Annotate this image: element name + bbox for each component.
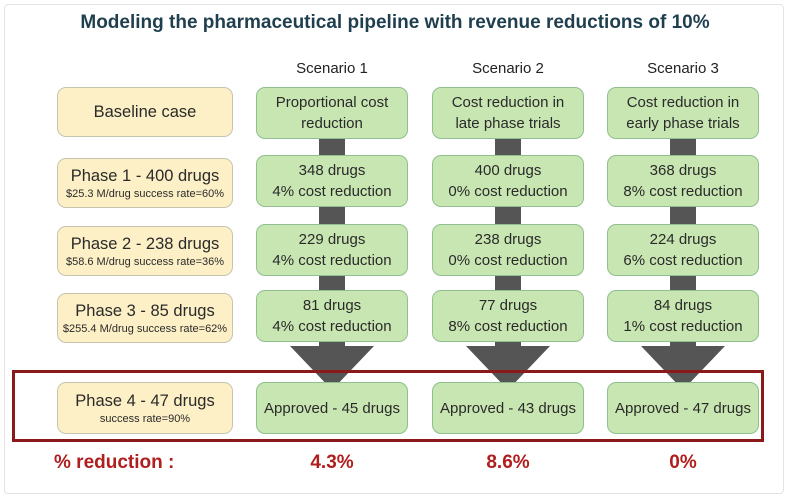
scenario-2-reduction-value: 8.6% — [486, 452, 530, 473]
baseline-phase-4-title: Phase 4 - 47 drugs — [75, 391, 215, 410]
scenario-2-approved-box: Approved - 43 drugs — [432, 382, 584, 434]
scenario-2-approved-label: Approved - 43 drugs — [440, 399, 576, 417]
scenario-2-header-line-2: late phase trials — [455, 115, 561, 132]
scenario-3-phase-3-box: 84 drugs 1% cost reduction — [607, 290, 759, 342]
baseline-phase-2-title: Phase 2 - 238 drugs — [70, 234, 220, 253]
scenario-1-phase-3-drugs: 81 drugs — [302, 297, 362, 314]
scenario-1-phase-2-drugs: 229 drugs — [298, 231, 366, 248]
scenario-1-phase-1-cost: 4% cost reduction — [272, 183, 392, 200]
scenario-1-reduction-value: 4.3% — [310, 452, 354, 473]
scenario-2-phase-2-cost: 0% cost reduction — [448, 252, 568, 269]
scenario-3-header-box: Cost reduction in early phase trials — [607, 87, 759, 139]
scenario-3-phase-3-cost: 1% cost reduction — [623, 318, 743, 335]
scenario-1-approved-box: Approved - 45 drugs — [256, 382, 408, 434]
scenario-2-phase-2-drugs: 238 drugs — [474, 231, 542, 248]
baseline-phase-3-box: Phase 3 - 85 drugs $255.4 M/drug success… — [57, 293, 233, 343]
scenario-2-phase-3-cost: 8% cost reduction — [448, 318, 568, 335]
scenario-2-phase-3-box: 77 drugs 8% cost reduction — [432, 290, 584, 342]
scenario-3-phase-1-cost: 8% cost reduction — [623, 183, 743, 200]
diagram-frame — [4, 4, 784, 494]
scenario-3-phase-1-drugs: 368 drugs — [649, 162, 717, 179]
scenario-2-heading: Scenario 2 — [472, 60, 544, 77]
scenario-3-approved-box: Approved - 47 drugs — [607, 382, 759, 434]
scenario-3-phase-3-drugs: 84 drugs — [653, 297, 713, 314]
scenario-3-approved-label: Approved - 47 drugs — [615, 399, 751, 417]
scenario-1-phase-1-drugs: 348 drugs — [298, 162, 366, 179]
scenario-2-phase-1-box: 400 drugs 0% cost reduction — [432, 155, 584, 207]
scenario-3-reduction-value: 0% — [669, 452, 697, 473]
baseline-case-box: Baseline case — [57, 87, 233, 137]
scenario-1-header-box: Proportional cost reduction — [256, 87, 408, 139]
reduction-row-label: % reduction : — [54, 452, 175, 473]
scenario-2-phase-1-drugs: 400 drugs — [474, 162, 542, 179]
baseline-phase-2-box: Phase 2 - 238 drugs $58.6 M/drug success… — [57, 226, 233, 276]
diagram-title: Modeling the pharmaceutical pipeline wit… — [80, 12, 710, 33]
scenario-1-heading: Scenario 1 — [296, 60, 368, 77]
baseline-case-label: Baseline case — [93, 103, 197, 121]
phase-4-highlight-box — [12, 370, 764, 442]
scenario-1-approved-label: Approved - 45 drugs — [264, 399, 400, 417]
scenario-1-header-line-1: Proportional cost — [275, 94, 389, 111]
scenario-1-header-line-2: reduction — [301, 115, 363, 132]
scenario-1-phase-2-box: 229 drugs 4% cost reduction — [256, 224, 408, 276]
scenario-3-phase-2-box: 224 drugs 6% cost reduction — [607, 224, 759, 276]
scenario-2-phase-1-cost: 0% cost reduction — [448, 183, 568, 200]
baseline-phase-3-detail: $255.4 M/drug success rate=62% — [62, 322, 228, 335]
baseline-phase-3-title: Phase 3 - 85 drugs — [75, 301, 215, 320]
scenario-1-phase-3-cost: 4% cost reduction — [272, 318, 392, 335]
scenario-2-header-box: Cost reduction in late phase trials — [432, 87, 584, 139]
baseline-phase-2-detail: $58.6 M/drug success rate=36% — [65, 255, 225, 268]
scenario-1-phase-1-box: 348 drugs 4% cost reduction — [256, 155, 408, 207]
scenario-1-phase-2-cost: 4% cost reduction — [272, 252, 392, 269]
scenario-3-phase-1-box: 368 drugs 8% cost reduction — [607, 155, 759, 207]
scenario-3-phase-2-drugs: 224 drugs — [649, 231, 717, 248]
scenario-2-phase-3-drugs: 77 drugs — [478, 297, 538, 314]
scenario-3-heading: Scenario 3 — [647, 60, 719, 77]
scenario-2-header-line-1: Cost reduction in — [451, 94, 565, 111]
baseline-phase-1-detail: $25.3 M/drug success rate=60% — [65, 187, 225, 200]
scenario-3-header-line-2: early phase trials — [626, 115, 740, 132]
scenario-2-phase-2-box: 238 drugs 0% cost reduction — [432, 224, 584, 276]
baseline-phase-4-detail: success rate=90% — [99, 412, 191, 425]
baseline-phase-4-box: Phase 4 - 47 drugs success rate=90% — [57, 382, 233, 434]
scenario-1-phase-3-box: 81 drugs 4% cost reduction — [256, 290, 408, 342]
baseline-phase-1-box: Phase 1 - 400 drugs $25.3 M/drug success… — [57, 158, 233, 208]
scenario-3-header-line-1: Cost reduction in — [626, 94, 740, 111]
scenario-3-phase-2-cost: 6% cost reduction — [623, 252, 743, 269]
baseline-phase-1-title: Phase 1 - 400 drugs — [70, 166, 220, 185]
